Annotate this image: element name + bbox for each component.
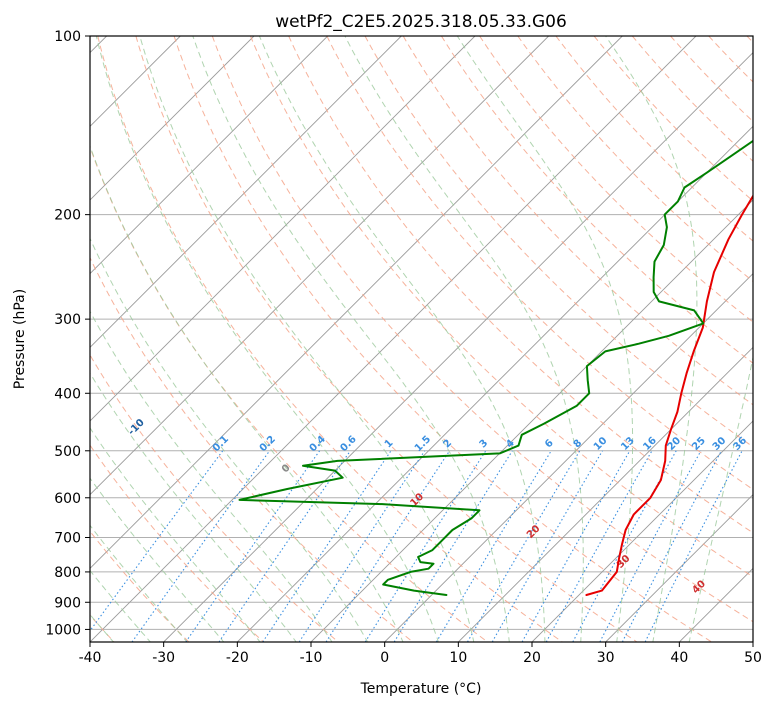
x-tick-label: 50	[744, 650, 762, 666]
y-tick-label: 1000	[45, 622, 81, 638]
x-tick-label: 20	[523, 650, 541, 666]
x-axis-label: Temperature (°C)	[360, 681, 482, 697]
x-tick-label: 40	[670, 650, 688, 666]
y-tick-label: 400	[54, 386, 81, 402]
chart-title: wetPf2_C2E5.2025.318.05.33.G06	[275, 12, 567, 32]
x-tick-label: -10	[300, 650, 323, 666]
y-tick-label: 900	[54, 595, 81, 611]
x-tick-label: 10	[449, 650, 467, 666]
x-tick-label: -30	[152, 650, 175, 666]
y-tick-label: 100	[54, 29, 81, 45]
y-tick-label: 600	[54, 491, 81, 507]
y-tick-label: 700	[54, 531, 81, 547]
y-axis-label: Pressure (hPa)	[12, 289, 28, 389]
y-tick-label: 200	[54, 208, 81, 224]
y-tick-label: 500	[54, 444, 81, 460]
x-tick-label: -40	[79, 650, 102, 666]
x-tick-label: -20	[226, 650, 249, 666]
x-tick-label: 30	[597, 650, 615, 666]
y-tick-label: 300	[54, 312, 81, 328]
x-tick-label: 0	[380, 650, 389, 666]
y-tick-label: 800	[54, 565, 81, 581]
